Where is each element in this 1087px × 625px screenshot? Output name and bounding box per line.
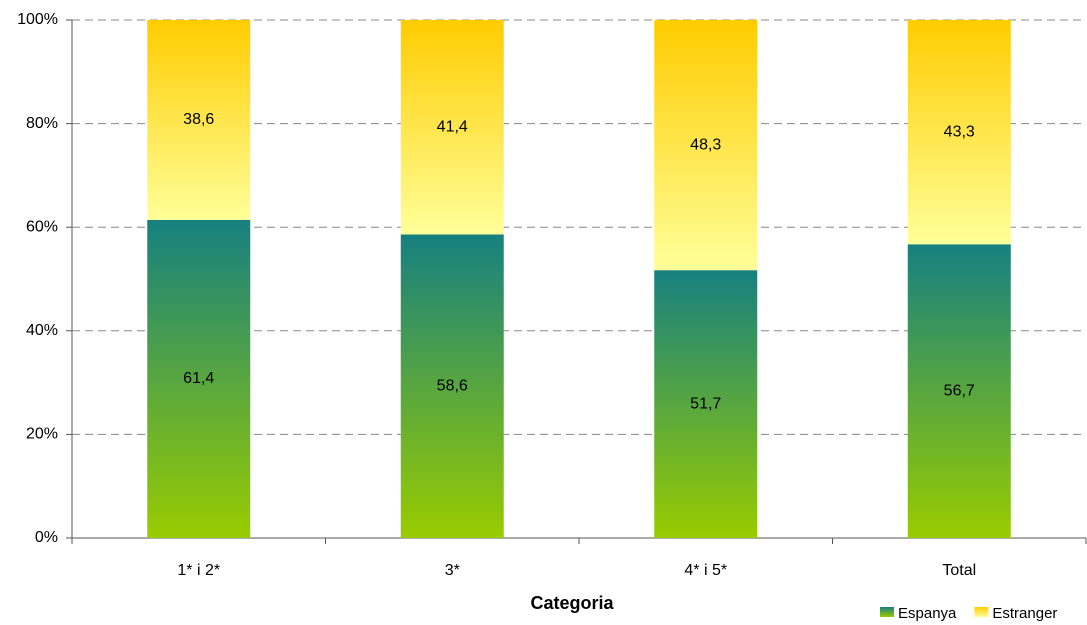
legend-label: Estranger [992, 605, 1057, 622]
data-label: 56,7 [944, 382, 975, 399]
bar-segment [147, 20, 251, 220]
x-tick-label: 1* i 2* [177, 562, 220, 579]
bar-segment [907, 20, 1011, 245]
x-axis-title: Categoria [530, 593, 614, 613]
x-tick-label: 4* i 5* [684, 562, 727, 579]
x-tick-label: 3* [445, 562, 460, 579]
data-label: 48,3 [690, 136, 721, 153]
data-label: 43,3 [944, 123, 975, 140]
data-label: 58,6 [437, 377, 468, 394]
y-tick-label: 100% [17, 11, 58, 28]
data-label: 61,4 [183, 370, 214, 387]
bar-segment [147, 219, 251, 538]
bar-segment [400, 20, 504, 235]
bar-segment [400, 234, 504, 538]
bar-segment [654, 270, 758, 538]
y-tick-label: 20% [26, 426, 58, 443]
y-tick-label: 0% [35, 529, 58, 546]
bar-segment [907, 244, 1011, 538]
legend-label: Espanya [898, 605, 957, 622]
y-tick-label: 40% [26, 322, 58, 339]
data-label: 38,6 [183, 111, 214, 128]
legend-swatch [880, 607, 894, 617]
y-tick-label: 60% [26, 218, 58, 235]
x-tick-label: Total [942, 562, 976, 579]
data-label: 41,4 [437, 118, 468, 135]
legend-swatch [974, 607, 989, 617]
y-tick-label: 80% [26, 115, 58, 132]
bar-segment [654, 20, 758, 271]
data-label: 51,7 [690, 395, 721, 412]
